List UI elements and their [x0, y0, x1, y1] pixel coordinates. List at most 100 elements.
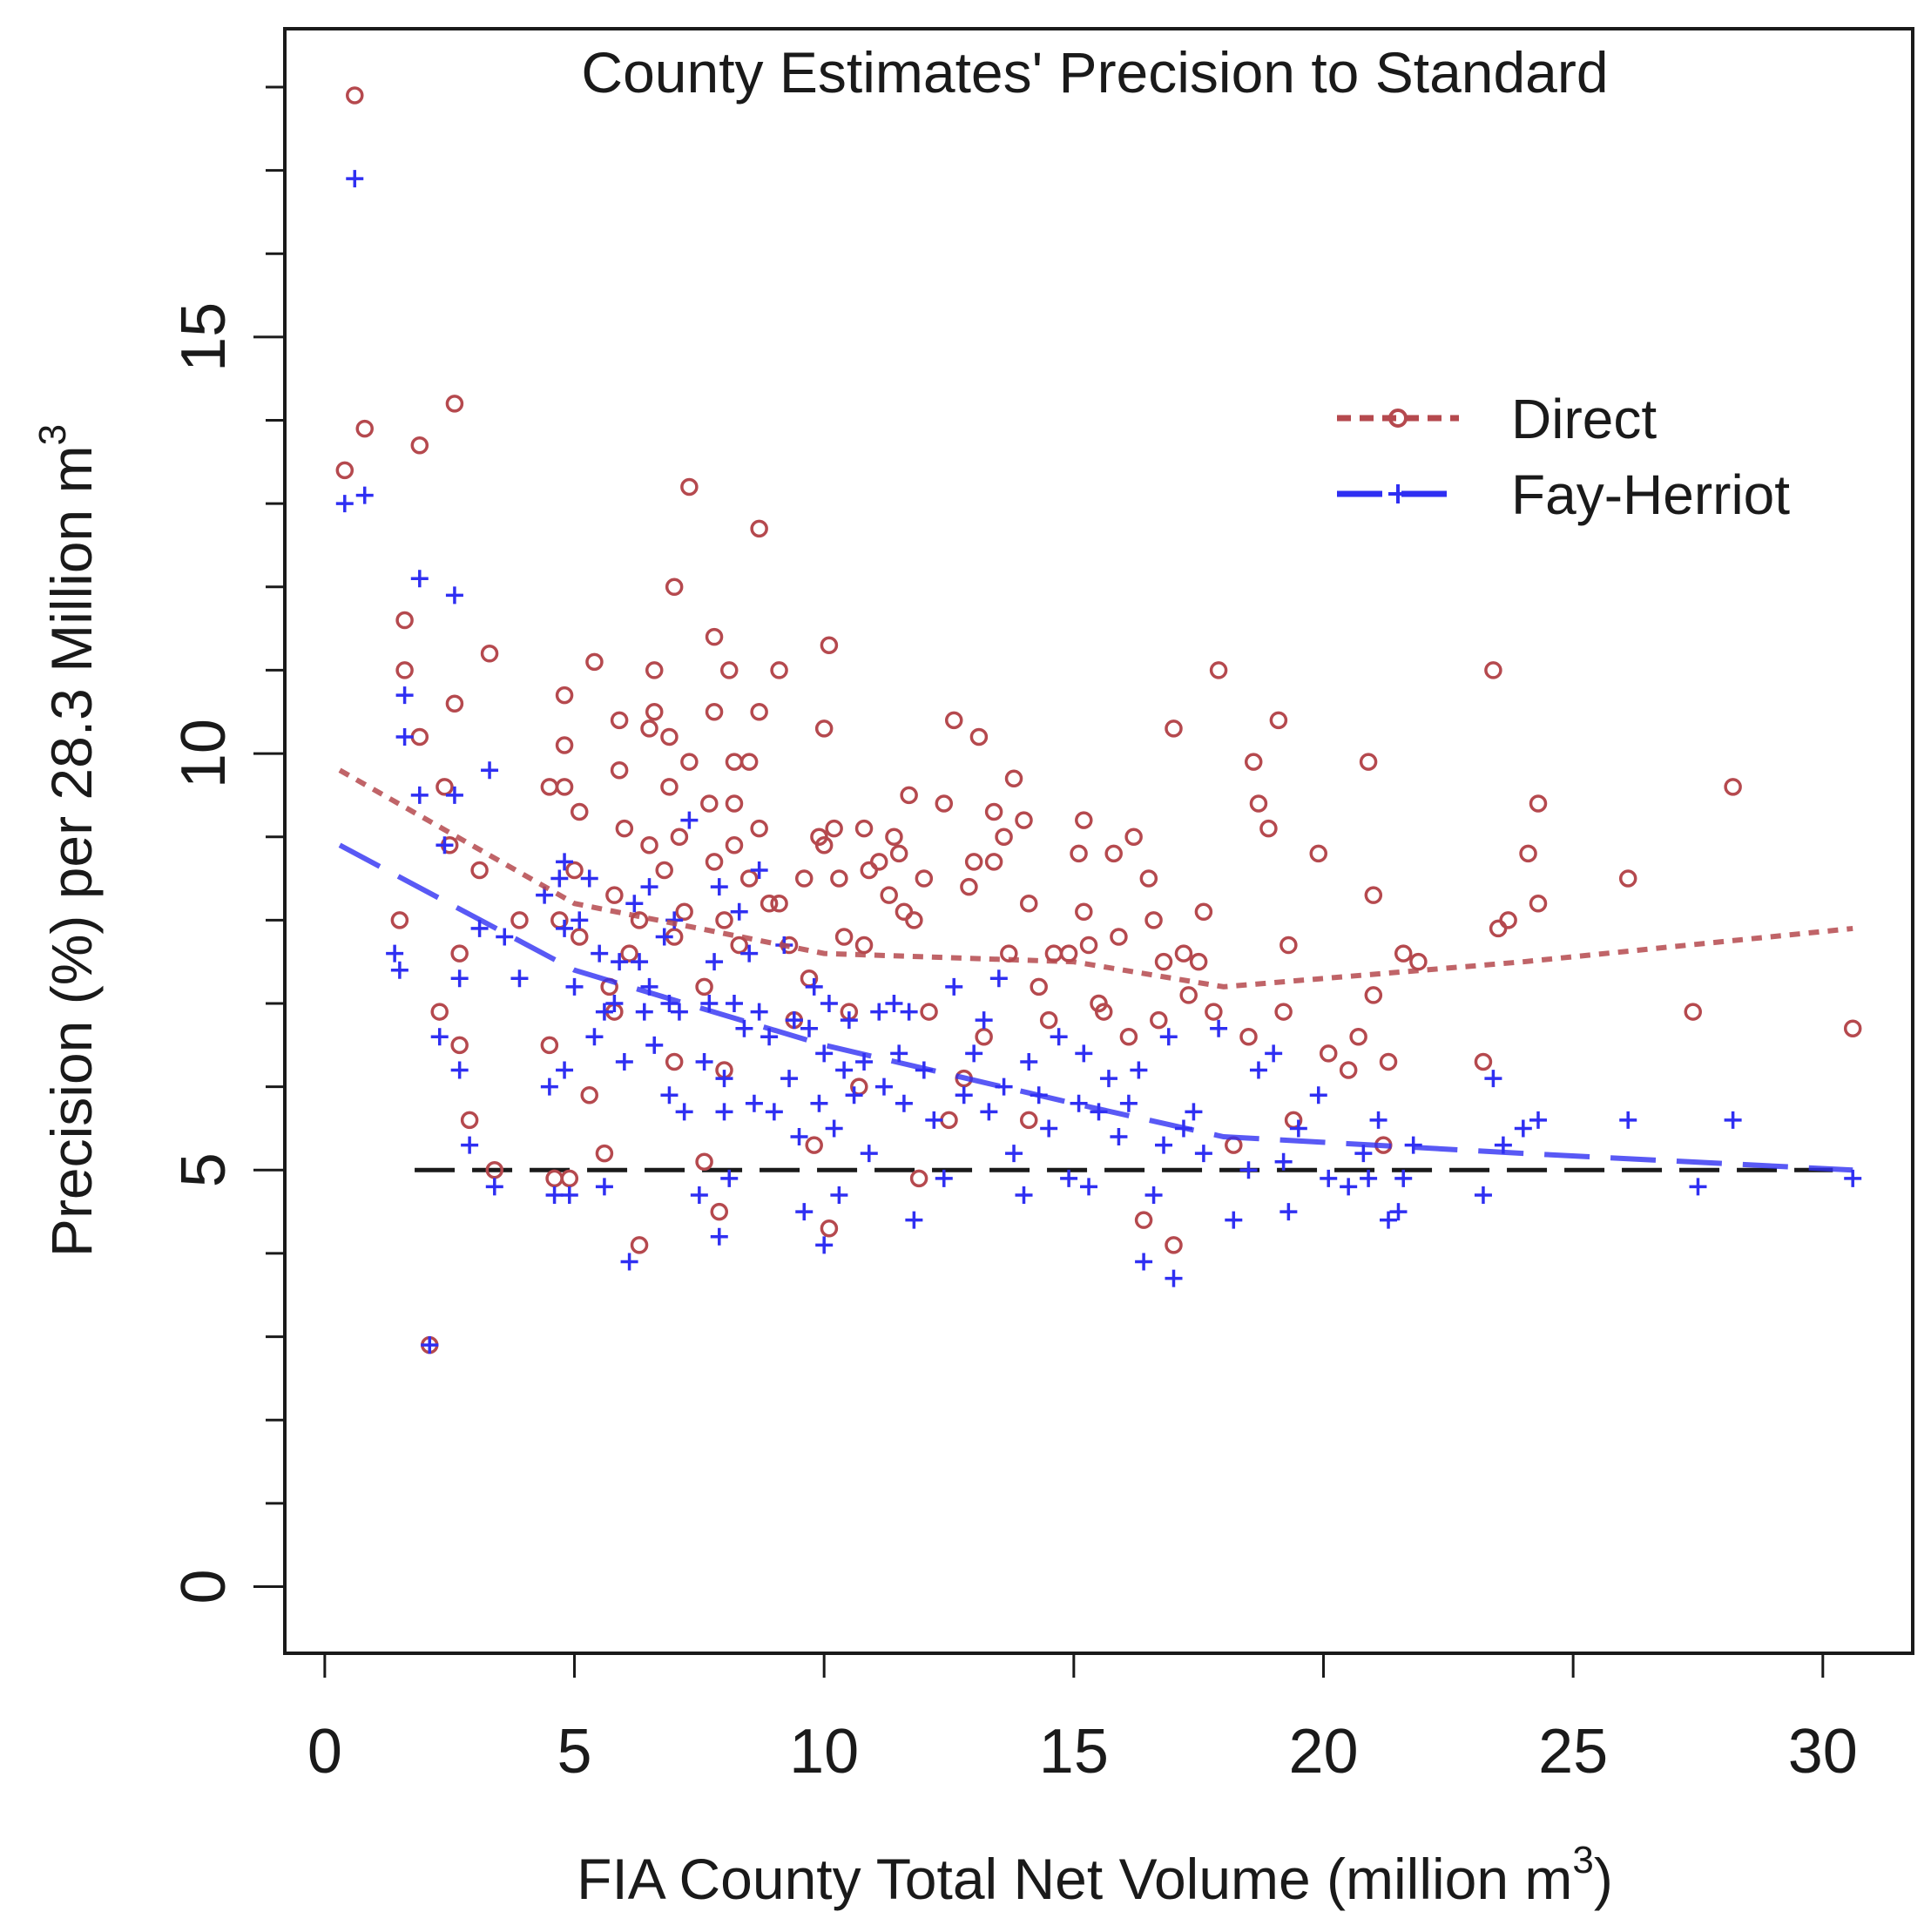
fay-herriot-point: [591, 944, 609, 963]
direct-point: [770, 894, 788, 913]
direct-point: [1339, 1061, 1358, 1079]
fay-herriot-point: [496, 928, 514, 946]
direct-point: [470, 861, 489, 880]
fay-herriot-point: [410, 786, 429, 804]
fay-herriot-point: [1389, 1203, 1408, 1221]
fay-herriot-point: [1320, 1169, 1338, 1187]
fay-herriot-point: [435, 836, 454, 855]
fay-herriot-point: [355, 486, 374, 504]
fay-herriot-point: [461, 1136, 479, 1154]
direct-point: [1394, 944, 1413, 963]
fay-herriot-point: [800, 1019, 818, 1037]
fay-herriot-point: [885, 995, 903, 1012]
direct-point: [719, 661, 739, 679]
direct-point: [1724, 778, 1742, 796]
fay-herriot-point: [556, 1061, 574, 1079]
direct-point: [1843, 1019, 1862, 1037]
trend-layer: [338, 767, 1853, 1173]
fay-herriot-point: [1689, 1178, 1707, 1196]
direct-point: [1269, 711, 1288, 730]
direct-point: [355, 419, 374, 438]
direct-point: [750, 519, 768, 538]
y-tick-label: 10: [169, 719, 239, 788]
direct-point: [1529, 894, 1548, 913]
plot-frame: [283, 27, 1914, 1655]
x-tick-label: 25: [1538, 1717, 1608, 1787]
direct-point: [1119, 1028, 1138, 1046]
direct-point: [969, 727, 989, 746]
direct-point: [975, 1028, 993, 1046]
fay-herriot-point: [1080, 1178, 1098, 1196]
direct-point: [814, 836, 834, 855]
direct-point: [820, 636, 839, 654]
direct-point: [510, 911, 529, 929]
fay-herriot-point: [720, 1169, 739, 1187]
direct-point: [1144, 911, 1163, 929]
direct-point: [885, 828, 903, 846]
direct-point: [555, 778, 574, 796]
fay-herriot-point: [1360, 1169, 1378, 1187]
direct-point: [739, 753, 759, 771]
y-tick-label: 5: [169, 1152, 239, 1187]
direct-point: [825, 819, 843, 838]
direct-point: [395, 611, 414, 630]
x-axis-label-superscript: 3: [1572, 1839, 1593, 1881]
direct-point: [1030, 977, 1048, 996]
direct-point: [630, 911, 649, 929]
direct-point: [1499, 911, 1517, 929]
fay-herriot-point: [620, 1253, 638, 1271]
direct-point: [1244, 753, 1263, 771]
fay-herriot-point: [710, 878, 728, 896]
fay-herriot-point: [1249, 1061, 1267, 1079]
direct-point: [485, 1161, 504, 1179]
direct-point: [1519, 844, 1537, 863]
direct-point: [1165, 1236, 1183, 1254]
fay-herriot-point: [1005, 1145, 1023, 1163]
direct-point: [854, 819, 874, 838]
fay-herriot-point: [346, 170, 364, 188]
chart-title: County Estimates' Precision to Standard: [581, 40, 1608, 105]
fay-herriot-point: [1194, 1145, 1212, 1163]
fay-herriot-point: [640, 878, 658, 896]
fay-herriot-point: [1484, 1070, 1502, 1088]
fay-herriot-point: [745, 1094, 763, 1112]
direct-point: [1004, 769, 1023, 788]
direct-point: [595, 1144, 614, 1163]
fay-herriot-point: [1099, 1070, 1117, 1088]
direct-trend-line: [338, 767, 1853, 990]
direct-point: [705, 627, 724, 646]
x-tick-label: 15: [1039, 1717, 1109, 1787]
direct-point: [445, 395, 464, 413]
y-tick-label: 0: [169, 1569, 239, 1604]
direct-point: [889, 844, 908, 863]
fay-herriot-point: [955, 1086, 973, 1104]
fay-herriot-point: [556, 919, 574, 937]
direct-point: [645, 703, 664, 721]
direct-point: [450, 1036, 469, 1055]
fay-herriot-point: [680, 811, 699, 829]
direct-point: [346, 86, 364, 105]
direct-point: [1015, 811, 1033, 829]
fay-herriot-point: [1119, 1094, 1138, 1112]
direct-point: [1684, 1003, 1702, 1021]
direct-point: [814, 719, 834, 738]
fay-herriot-point: [556, 853, 574, 871]
fay-herriot-point: [1075, 1044, 1093, 1063]
direct-point: [1150, 1010, 1168, 1030]
y-axis-label: Precision (%) per 28.3 Million m3: [31, 424, 104, 1257]
direct-point: [630, 1236, 649, 1254]
direct-point: [984, 853, 1003, 871]
x-axis-label-tail: ): [1594, 1847, 1613, 1911]
x-tick-label: 5: [557, 1717, 591, 1787]
fay-herriot-point: [925, 1111, 943, 1129]
direct-point: [984, 802, 1003, 821]
direct-point: [1205, 1003, 1223, 1021]
x-tick-label: 10: [789, 1717, 859, 1787]
fay-herriot-point: [725, 995, 743, 1012]
direct-point: [605, 886, 624, 904]
fay-herriot-point: [450, 1061, 469, 1079]
legend: Direct Fay-Herriot: [1337, 388, 1790, 526]
direct-point: [1364, 886, 1383, 904]
